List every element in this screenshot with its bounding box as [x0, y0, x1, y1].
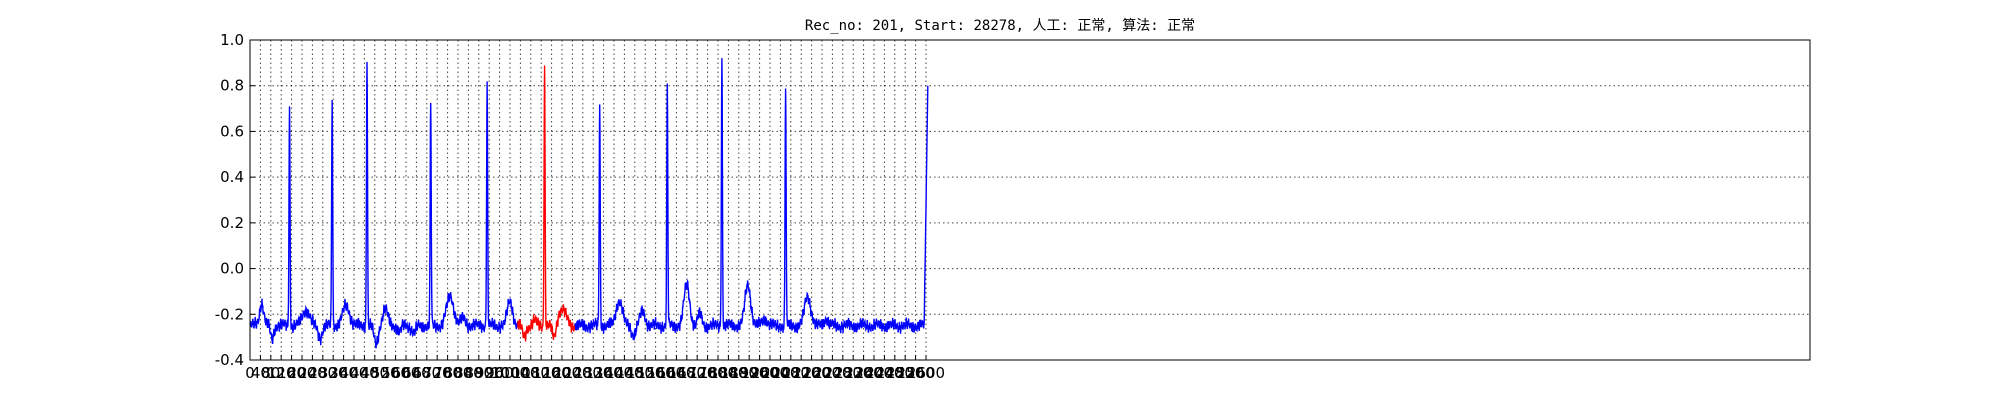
x-tick-label: 2240 — [813, 364, 851, 382]
x-axis: 0408012016020024028032036040044048052056… — [245, 355, 945, 382]
x-tick-label: 2120 — [782, 364, 820, 382]
x-tick-label: 2000 — [751, 364, 789, 382]
x-tick-label: 1840 — [709, 364, 747, 382]
x-tick-label: 1120 — [522, 364, 560, 382]
x-tick-label: 2280 — [824, 364, 862, 382]
y-tick-label: 0.4 — [220, 168, 244, 186]
x-tick-label: 1800 — [699, 364, 737, 382]
x-tick-label: 2320 — [834, 364, 872, 382]
x-tick-label: 1240 — [553, 364, 591, 382]
y-tick-label: 0.0 — [220, 260, 244, 278]
grid — [249, 39, 1810, 361]
x-tick-label: 1640 — [657, 364, 695, 382]
y-tick-label: -0.2 — [215, 305, 244, 323]
x-tick-label: 120 — [267, 364, 296, 382]
x-tick-label: 680 — [412, 364, 441, 382]
ecg-line-highlight — [517, 65, 576, 342]
x-tick-label: 240 — [298, 364, 327, 382]
x-tick-label: 2480 — [876, 364, 914, 382]
x-tick-label: 720 — [423, 364, 452, 382]
y-axis: -0.4 -0.2 0.0 0.2 0.4 0.6 0.8 1.0 — [215, 31, 255, 369]
x-tick-label: 1680 — [668, 364, 706, 382]
x-tick-label: 280 — [308, 364, 337, 382]
y-tick-label: 1.0 — [220, 31, 244, 49]
ecg-line-pre — [249, 61, 519, 349]
plot-frame — [249, 39, 1811, 361]
x-tick-label: 520 — [371, 364, 400, 382]
x-tick-label: 1560 — [637, 364, 675, 382]
x-tick-label: 1920 — [730, 364, 768, 382]
x-tick-label: 2440 — [865, 364, 903, 382]
x-tick-label: 400 — [340, 364, 369, 382]
x-tick-label: 1520 — [626, 364, 664, 382]
x-tick-label: 2360 — [845, 364, 883, 382]
x-tick-label: 1320 — [574, 364, 612, 382]
x-tick-label: 800 — [444, 364, 473, 382]
x-tick-label: 2400 — [855, 364, 893, 382]
x-tick-label: 480 — [360, 364, 389, 382]
ecg-signal — [249, 58, 929, 349]
x-tick-label: 1440 — [605, 364, 643, 382]
x-tick-label: 80 — [261, 364, 280, 382]
x-tick-label: 1080 — [512, 364, 550, 382]
x-tick-label: 320 — [319, 364, 348, 382]
x-tick-label: 440 — [350, 364, 379, 382]
y-tick-label: -0.4 — [215, 351, 244, 369]
x-tick-label: 1960 — [741, 364, 779, 382]
x-tick-label: 2200 — [803, 364, 841, 382]
x-tick-label: 2040 — [761, 364, 799, 382]
x-tick-label: 1760 — [689, 364, 727, 382]
x-tick-label: 360 — [329, 364, 358, 382]
x-tick-label: 2600 — [907, 364, 945, 382]
x-tick-label: 1880 — [720, 364, 758, 382]
x-tick-label: 1360 — [585, 364, 623, 382]
y-tick-label: 0.8 — [220, 77, 244, 95]
x-tick-label: 2520 — [886, 364, 924, 382]
x-tick-label: 920 — [475, 364, 504, 382]
x-tick-label: 1480 — [616, 364, 654, 382]
x-tick-label: 1200 — [543, 364, 581, 382]
x-tick-label: 880 — [464, 364, 493, 382]
x-tick-label: 560 — [381, 364, 410, 382]
x-tick-label: 960 — [485, 364, 514, 382]
x-tick-label: 2080 — [772, 364, 810, 382]
x-tick-label: 2560 — [897, 364, 935, 382]
x-tick-label: 1160 — [533, 364, 571, 382]
y-tick-label: 0.2 — [220, 214, 244, 232]
x-tick-label: 1400 — [595, 364, 633, 382]
chart-title: Rec_no: 201, Start: 28278, 人工: 正常, 算法: 正… — [805, 18, 1195, 34]
x-tick-label: 1280 — [564, 364, 602, 382]
ecg-line-post — [574, 58, 929, 341]
x-tick-label: 40 — [251, 364, 270, 382]
x-tick-label: 0 — [245, 364, 255, 382]
x-tick-label: 160 — [277, 364, 306, 382]
x-tick-label: 640 — [402, 364, 431, 382]
x-tick-label: 200 — [288, 364, 317, 382]
x-tick-label: 600 — [392, 364, 421, 382]
x-tick-label: 1600 — [647, 364, 685, 382]
x-tick-label: 1000 — [491, 364, 529, 382]
x-tick-label: 2160 — [793, 364, 831, 382]
x-tick-label: 1040 — [501, 364, 539, 382]
x-tick-label: 760 — [433, 364, 462, 382]
y-tick-label: 0.6 — [220, 122, 244, 140]
x-tick-label: 1720 — [678, 364, 716, 382]
x-tick-label: 840 — [454, 364, 483, 382]
